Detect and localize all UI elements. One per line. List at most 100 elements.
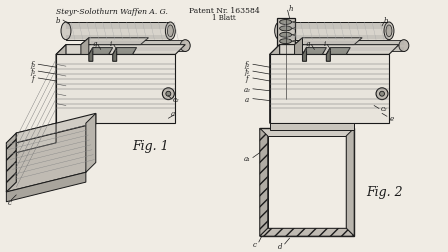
Polygon shape bbox=[6, 173, 86, 202]
Polygon shape bbox=[294, 39, 362, 45]
Text: f₂: f₂ bbox=[244, 61, 250, 69]
Text: g: g bbox=[306, 40, 311, 47]
Text: f₁: f₁ bbox=[30, 68, 36, 76]
Text: b: b bbox=[384, 17, 388, 25]
Text: a: a bbox=[171, 110, 175, 118]
Ellipse shape bbox=[180, 41, 190, 52]
Ellipse shape bbox=[165, 23, 175, 41]
Polygon shape bbox=[292, 47, 296, 49]
Polygon shape bbox=[302, 48, 306, 62]
Polygon shape bbox=[56, 45, 66, 124]
Polygon shape bbox=[270, 124, 354, 131]
Polygon shape bbox=[56, 55, 175, 124]
Ellipse shape bbox=[280, 84, 292, 89]
Polygon shape bbox=[292, 67, 296, 68]
Ellipse shape bbox=[386, 26, 392, 38]
Polygon shape bbox=[292, 35, 296, 37]
Ellipse shape bbox=[168, 26, 173, 38]
Text: a₂: a₂ bbox=[243, 85, 250, 93]
Text: 1 Blatt: 1 Blatt bbox=[212, 14, 236, 22]
Polygon shape bbox=[292, 41, 296, 43]
Text: c: c bbox=[253, 240, 257, 248]
Polygon shape bbox=[292, 92, 296, 94]
Ellipse shape bbox=[280, 59, 292, 64]
Text: f₁: f₁ bbox=[244, 68, 250, 76]
Ellipse shape bbox=[280, 65, 292, 70]
Text: Fig. 1: Fig. 1 bbox=[132, 140, 169, 153]
Polygon shape bbox=[56, 45, 185, 55]
Polygon shape bbox=[89, 48, 113, 55]
Polygon shape bbox=[292, 22, 296, 24]
Ellipse shape bbox=[399, 41, 409, 52]
Polygon shape bbox=[6, 134, 16, 192]
Polygon shape bbox=[113, 48, 137, 55]
Polygon shape bbox=[89, 48, 93, 62]
Polygon shape bbox=[302, 48, 326, 55]
Text: c₂: c₂ bbox=[381, 105, 388, 113]
Text: Steyr-Solothurn Waffen A. G.: Steyr-Solothurn Waffen A. G. bbox=[56, 8, 168, 16]
Ellipse shape bbox=[280, 46, 292, 51]
Polygon shape bbox=[280, 23, 389, 41]
Ellipse shape bbox=[275, 23, 284, 41]
Polygon shape bbox=[292, 60, 296, 62]
Polygon shape bbox=[326, 48, 330, 62]
Text: c: c bbox=[8, 198, 11, 206]
Ellipse shape bbox=[384, 23, 394, 41]
Ellipse shape bbox=[280, 33, 292, 38]
Polygon shape bbox=[81, 39, 148, 45]
Polygon shape bbox=[270, 45, 399, 55]
Text: f: f bbox=[246, 75, 248, 83]
Polygon shape bbox=[292, 85, 296, 87]
Text: h: h bbox=[289, 5, 293, 13]
Ellipse shape bbox=[61, 23, 71, 41]
Polygon shape bbox=[292, 54, 296, 56]
Polygon shape bbox=[113, 48, 116, 62]
Polygon shape bbox=[66, 23, 170, 41]
Polygon shape bbox=[292, 79, 296, 81]
Polygon shape bbox=[292, 73, 296, 75]
Text: f₂: f₂ bbox=[30, 61, 36, 69]
Text: Patent Nr. 163584: Patent Nr. 163584 bbox=[189, 7, 259, 15]
Ellipse shape bbox=[280, 20, 292, 25]
Polygon shape bbox=[277, 19, 294, 99]
Polygon shape bbox=[260, 129, 268, 236]
Text: b: b bbox=[56, 17, 60, 25]
Polygon shape bbox=[16, 124, 56, 143]
Polygon shape bbox=[260, 129, 354, 236]
Polygon shape bbox=[326, 48, 350, 55]
Text: a: a bbox=[245, 95, 249, 103]
Text: i: i bbox=[323, 40, 326, 47]
Text: g: g bbox=[93, 40, 97, 47]
Text: c₂: c₂ bbox=[173, 95, 180, 103]
Circle shape bbox=[379, 92, 384, 97]
Text: i: i bbox=[110, 40, 112, 47]
Text: d: d bbox=[277, 242, 282, 250]
Ellipse shape bbox=[280, 40, 292, 44]
Polygon shape bbox=[346, 129, 354, 236]
Ellipse shape bbox=[280, 90, 292, 95]
Polygon shape bbox=[260, 228, 354, 236]
Circle shape bbox=[166, 92, 171, 97]
Text: e: e bbox=[390, 115, 394, 123]
Polygon shape bbox=[16, 114, 96, 143]
Polygon shape bbox=[270, 45, 280, 124]
Polygon shape bbox=[86, 114, 96, 173]
Text: f: f bbox=[32, 75, 34, 83]
Polygon shape bbox=[294, 39, 302, 55]
Ellipse shape bbox=[280, 71, 292, 76]
Polygon shape bbox=[91, 41, 185, 52]
Polygon shape bbox=[305, 41, 404, 52]
Text: Fig. 2: Fig. 2 bbox=[366, 186, 402, 199]
Polygon shape bbox=[81, 39, 89, 55]
Polygon shape bbox=[270, 55, 389, 124]
Ellipse shape bbox=[280, 27, 292, 32]
Text: a₁: a₁ bbox=[243, 154, 250, 162]
Polygon shape bbox=[268, 136, 346, 228]
Polygon shape bbox=[292, 28, 296, 30]
Ellipse shape bbox=[280, 78, 292, 83]
Circle shape bbox=[376, 88, 388, 100]
Polygon shape bbox=[16, 134, 56, 153]
Polygon shape bbox=[6, 124, 96, 192]
Circle shape bbox=[162, 88, 174, 100]
Ellipse shape bbox=[280, 52, 292, 57]
